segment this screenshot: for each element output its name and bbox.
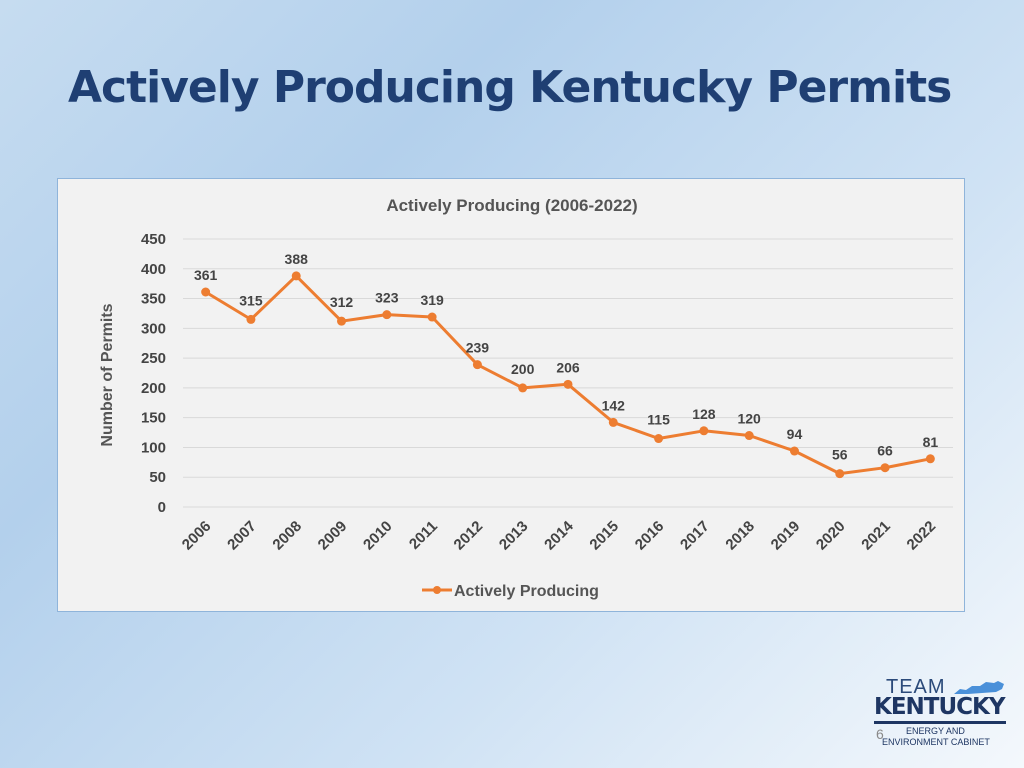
x-tick-label: 2011 bbox=[406, 518, 441, 553]
logo-energy: ENERGY AND bbox=[906, 726, 965, 736]
y-tick-label: 200 bbox=[141, 380, 166, 397]
data-point bbox=[789, 446, 799, 456]
data-label: 319 bbox=[420, 292, 444, 308]
line-chart: Actively Producing (2006-2022) 0 50 100 150… bbox=[99, 196, 953, 600]
data-label: 312 bbox=[330, 294, 354, 310]
x-tick-label: 2014 bbox=[541, 517, 577, 553]
logo-underline bbox=[874, 721, 1006, 724]
x-tick-label: 2012 bbox=[451, 518, 487, 554]
data-label: 66 bbox=[877, 443, 893, 459]
x-tick-label: 2008 bbox=[269, 518, 305, 554]
legend: Actively Producing bbox=[422, 583, 599, 600]
data-label: 94 bbox=[787, 426, 803, 442]
data-label: 239 bbox=[466, 340, 490, 356]
y-tick-label: 250 bbox=[141, 350, 166, 367]
y-tick-label: 100 bbox=[141, 439, 166, 456]
data-point bbox=[880, 463, 890, 473]
x-tick-label: 2016 bbox=[632, 518, 668, 554]
x-axis-ticks: 2006 2007 2008 2009 2010 2011 2012 2013 2014 2015… bbox=[179, 517, 939, 553]
data-label: 81 bbox=[923, 434, 939, 450]
x-tick-label: 2010 bbox=[360, 518, 396, 554]
data-point bbox=[382, 310, 392, 320]
x-tick-label: 2017 bbox=[677, 518, 713, 554]
data-label: 200 bbox=[511, 361, 535, 377]
data-point bbox=[835, 469, 845, 479]
data-point bbox=[291, 271, 301, 281]
legend-marker bbox=[433, 586, 441, 594]
data-label: 361 bbox=[194, 267, 218, 283]
x-tick-label: 2018 bbox=[722, 518, 758, 554]
data-label: 120 bbox=[737, 411, 761, 427]
y-tick-label: 150 bbox=[141, 410, 166, 427]
y-tick-label: 450 bbox=[141, 231, 166, 248]
slide-title: Actively Producing Kentucky Permits bbox=[68, 62, 952, 113]
x-tick-label: 2019 bbox=[768, 518, 804, 554]
page-number: 6 bbox=[876, 726, 884, 742]
data-point bbox=[563, 379, 573, 389]
y-tick-label: 350 bbox=[141, 291, 166, 308]
data-point bbox=[925, 454, 935, 464]
y-axis-label: Number of Permits bbox=[99, 303, 116, 446]
logo-cabinet: ENVIRONMENT CABINET bbox=[882, 737, 990, 747]
data-point bbox=[654, 434, 664, 444]
data-point bbox=[744, 431, 754, 441]
x-tick-label: 2013 bbox=[496, 518, 532, 554]
series-actively-producing: 361 315 388 312 323 319 239 200 206 142 115 128 120 9… bbox=[194, 251, 939, 479]
y-axis-ticks: 0 50 100 150 200 250 300 350 400 450 bbox=[141, 231, 166, 516]
data-label: 128 bbox=[692, 406, 716, 422]
data-point bbox=[699, 426, 709, 436]
data-point bbox=[608, 417, 618, 427]
y-tick-label: 300 bbox=[141, 320, 166, 337]
x-tick-label: 2007 bbox=[224, 518, 260, 554]
data-point bbox=[246, 314, 256, 324]
team-kentucky-logo: TEAM KENTUCKY ENERGY AND ENVIRONMENT CAB… bbox=[868, 674, 1010, 750]
data-point bbox=[518, 383, 528, 393]
x-tick-label: 2022 bbox=[904, 518, 940, 554]
logo-kentucky: KENTUCKY bbox=[874, 694, 1006, 720]
data-label: 56 bbox=[832, 447, 848, 463]
y-tick-label: 50 bbox=[149, 469, 166, 486]
data-label: 206 bbox=[556, 359, 580, 375]
logo-team: TEAM bbox=[886, 676, 946, 698]
legend-label: Actively Producing bbox=[454, 583, 599, 600]
x-tick-label: 2021 bbox=[858, 518, 894, 554]
x-tick-label: 2015 bbox=[587, 518, 623, 554]
y-tick-label: 400 bbox=[141, 261, 166, 278]
data-point bbox=[472, 360, 482, 370]
data-label: 142 bbox=[602, 397, 626, 413]
x-tick-label: 2006 bbox=[179, 518, 215, 554]
data-label: 323 bbox=[375, 290, 399, 306]
data-point bbox=[337, 316, 347, 326]
chart-title: Actively Producing (2006-2022) bbox=[386, 196, 637, 215]
data-point bbox=[427, 312, 437, 322]
x-tick-label: 2009 bbox=[315, 518, 351, 554]
y-tick-label: 0 bbox=[158, 499, 166, 516]
data-label: 115 bbox=[647, 412, 670, 428]
kentucky-state-icon bbox=[954, 681, 1004, 694]
data-label: 315 bbox=[239, 292, 263, 308]
x-tick-label: 2020 bbox=[813, 518, 849, 554]
data-label: 388 bbox=[285, 251, 309, 267]
chart-container: Actively Producing (2006-2022) 0 50 100 150… bbox=[57, 178, 965, 612]
data-point bbox=[201, 287, 211, 297]
